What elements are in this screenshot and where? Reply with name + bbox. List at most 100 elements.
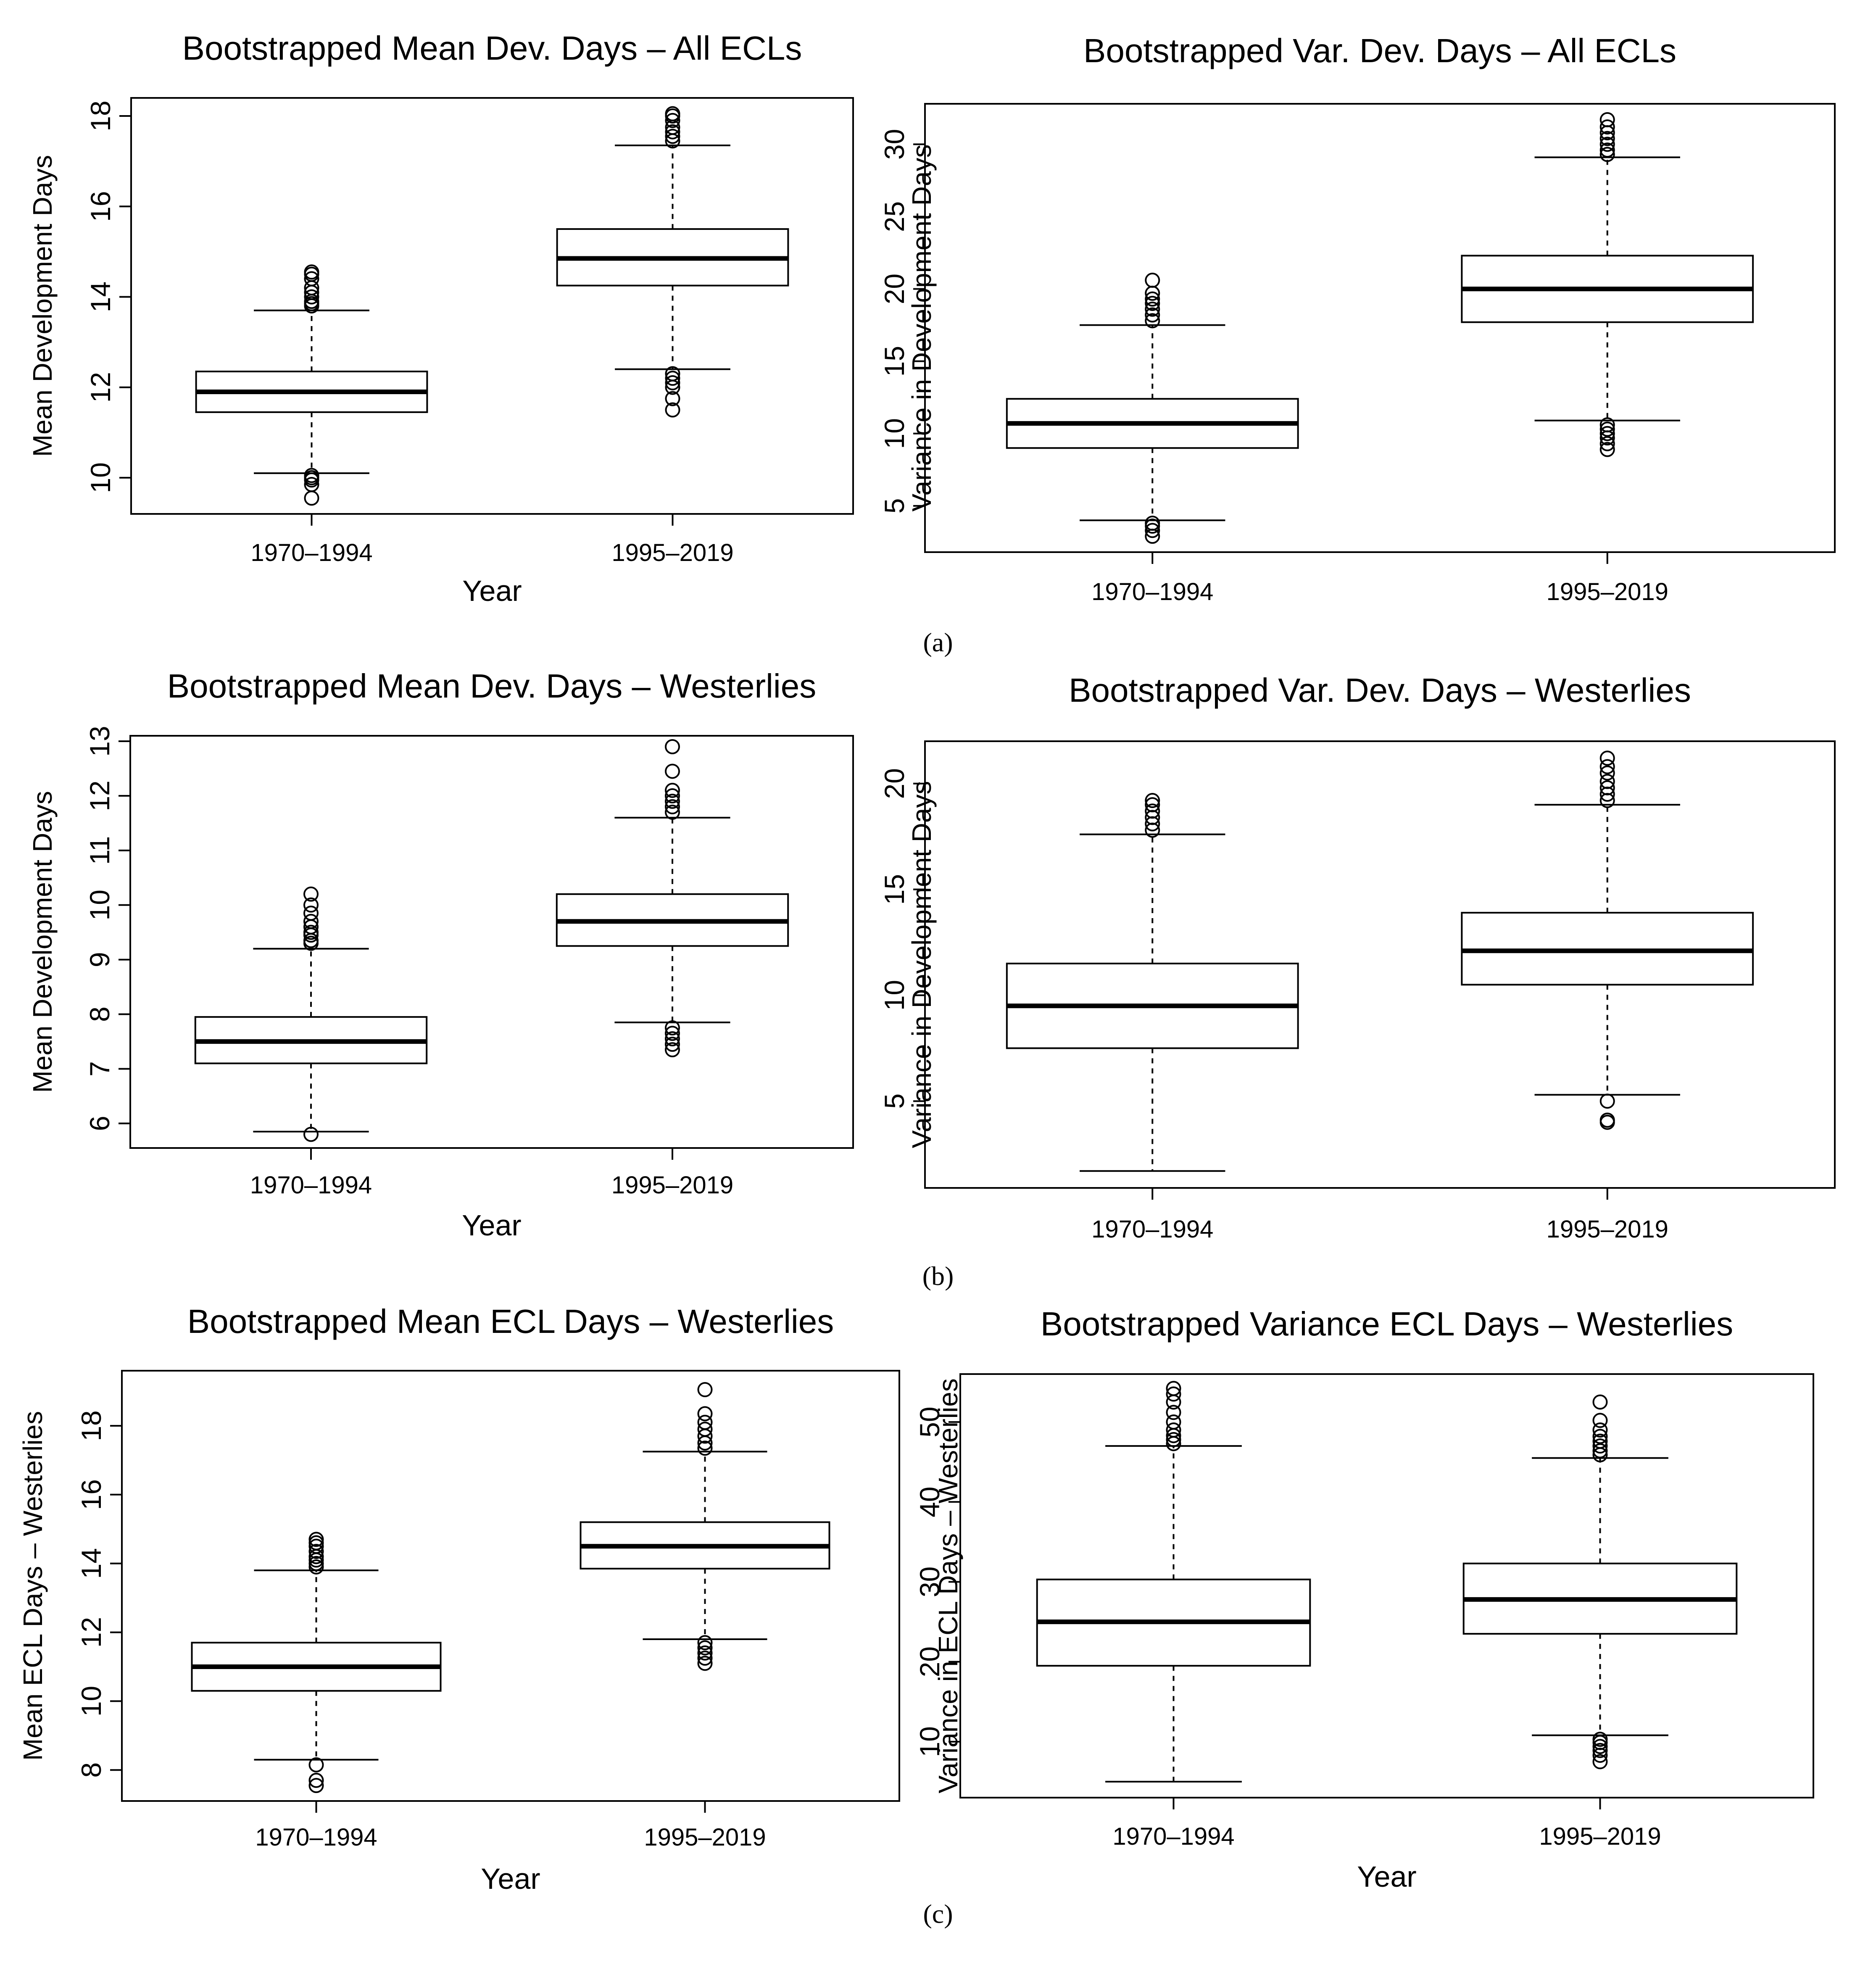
y-tick-label: 14 <box>76 1548 107 1579</box>
x-tick-label: 1970–1994 <box>250 1172 372 1199</box>
outlier-point <box>1599 147 1615 162</box>
y-tick-label: 11 <box>84 836 115 865</box>
boxplot-panel-3: Bootstrapped Mean Dev. Days – Westerlies… <box>27 667 854 1242</box>
y-tick-label: 40 <box>914 1487 945 1517</box>
outlier-point <box>1166 1432 1181 1447</box>
outlier-point <box>1145 291 1160 307</box>
box-2: 1995–2019 <box>1461 112 1754 606</box>
y-tick-label: 30 <box>879 129 910 160</box>
outlier-point <box>1599 137 1615 152</box>
outlier-point <box>303 1127 319 1142</box>
outlier-point <box>1145 301 1160 317</box>
outlier-point <box>1166 1414 1181 1430</box>
outlier-point <box>304 271 319 287</box>
x-tick-label: 1995–2019 <box>611 539 733 566</box>
outlier-point <box>665 804 680 820</box>
outlier-point <box>1599 426 1615 441</box>
outlier-point <box>303 914 319 929</box>
box-2: 1995–2019 <box>580 1382 830 1851</box>
y-tick-label: 50 <box>914 1406 945 1437</box>
outlier-point <box>665 799 680 814</box>
outlier-point <box>665 793 680 809</box>
outlier-point <box>1592 1433 1608 1449</box>
x-tick-label: 1970–1994 <box>1091 1216 1213 1243</box>
outlier-point <box>303 924 319 940</box>
outlier-point <box>665 391 680 406</box>
outlier-point <box>1599 119 1615 135</box>
outlier-point <box>697 1640 713 1656</box>
y-tick-label: 12 <box>85 372 116 403</box>
outlier-point <box>665 788 680 803</box>
outlier-point <box>1592 1438 1608 1454</box>
x-tick-label: 1970–1994 <box>1091 578 1213 606</box>
y-tick-label: 15 <box>879 346 910 377</box>
y-tick-label: 12 <box>76 1617 107 1648</box>
y-axis-label: Variance in Development Days <box>906 145 937 512</box>
x-tick-label: 1970–1994 <box>250 539 372 566</box>
plot-frame <box>129 735 854 1149</box>
y-tick-label: 20 <box>879 768 910 799</box>
y-tick-label: 20 <box>879 274 910 304</box>
box-2: 1995–2019 <box>1461 750 1754 1243</box>
chart-panels: Bootstrapped Mean Dev. Days – All ECLs 10… <box>18 29 1836 1895</box>
outlier-point <box>697 1645 713 1661</box>
outlier-point <box>665 764 680 779</box>
outlier-point <box>665 371 680 386</box>
y-tick-label: 8 <box>84 1006 115 1022</box>
y-tick-label: 8 <box>76 1762 107 1778</box>
outlier-point <box>1592 1429 1608 1444</box>
outlier-point <box>1592 1754 1608 1769</box>
y-tick-label: 10 <box>914 1726 945 1757</box>
outlier-point <box>697 1440 713 1456</box>
y-tick-label: 18 <box>76 1410 107 1441</box>
outlier-point <box>665 739 680 754</box>
outlier-point <box>1145 313 1160 329</box>
box-1: 1970–1994 <box>194 886 428 1199</box>
outlier-point <box>1145 307 1160 323</box>
y-tick-label: 10 <box>85 462 116 493</box>
outlier-point <box>697 1414 713 1430</box>
outlier-point <box>308 1778 324 1793</box>
y-axis-label: Variance in Development Days <box>906 781 937 1148</box>
box-2: 1995–2019 <box>556 106 789 566</box>
plot-frame <box>959 1373 1814 1798</box>
outlier-point <box>697 1422 713 1437</box>
outlier-point <box>697 1406 713 1422</box>
outlier-point <box>697 1635 713 1651</box>
outlier-point <box>665 1026 680 1041</box>
panel-label-a: (a) <box>923 627 953 657</box>
y-tick-label: 6 <box>84 1116 115 1131</box>
outlier-point <box>1145 803 1160 819</box>
outlier-point <box>1592 1739 1608 1754</box>
y-tick-label: 25 <box>879 201 910 232</box>
outlier-point <box>665 375 680 390</box>
box-1: 1970–1994 <box>1036 1381 1311 1850</box>
outlier-point <box>1166 1405 1181 1420</box>
y-tick-label: 16 <box>85 191 116 222</box>
x-tick-label: 1995–2019 <box>611 1172 733 1199</box>
plot-frame <box>924 103 1836 553</box>
outlier-point <box>1599 131 1615 146</box>
plot-frame <box>121 1370 900 1802</box>
outlier-point <box>665 106 680 121</box>
chart-title: Bootstrapped Variance ECL Days – Westerl… <box>1041 1305 1733 1343</box>
outlier-point <box>304 264 319 280</box>
outlier-point <box>1145 272 1160 288</box>
chart-title: Bootstrapped Mean ECL Days – Westerlies <box>187 1303 834 1340</box>
chart-title: Bootstrapped Var. Dev. Days – Westerlies <box>1069 671 1691 709</box>
y-tick-label: 10 <box>84 890 115 920</box>
outlier-point <box>1599 1093 1615 1109</box>
x-axis-label: Year <box>481 1862 540 1895</box>
chart-title: Bootstrapped Mean Dev. Days – Westerlies <box>167 667 816 705</box>
outlier-point <box>1599 750 1615 766</box>
y-tick-label: 13 <box>84 726 115 756</box>
outlier-point <box>1599 759 1615 774</box>
y-tick-label: 10 <box>879 980 910 1011</box>
x-tick-label: 1995–2019 <box>644 1824 766 1851</box>
y-tick-label: 30 <box>914 1567 945 1597</box>
outlier-point <box>1145 797 1160 813</box>
y-tick-label: 5 <box>879 498 910 513</box>
outlier-point <box>1592 1422 1608 1438</box>
outlier-point <box>665 402 680 418</box>
